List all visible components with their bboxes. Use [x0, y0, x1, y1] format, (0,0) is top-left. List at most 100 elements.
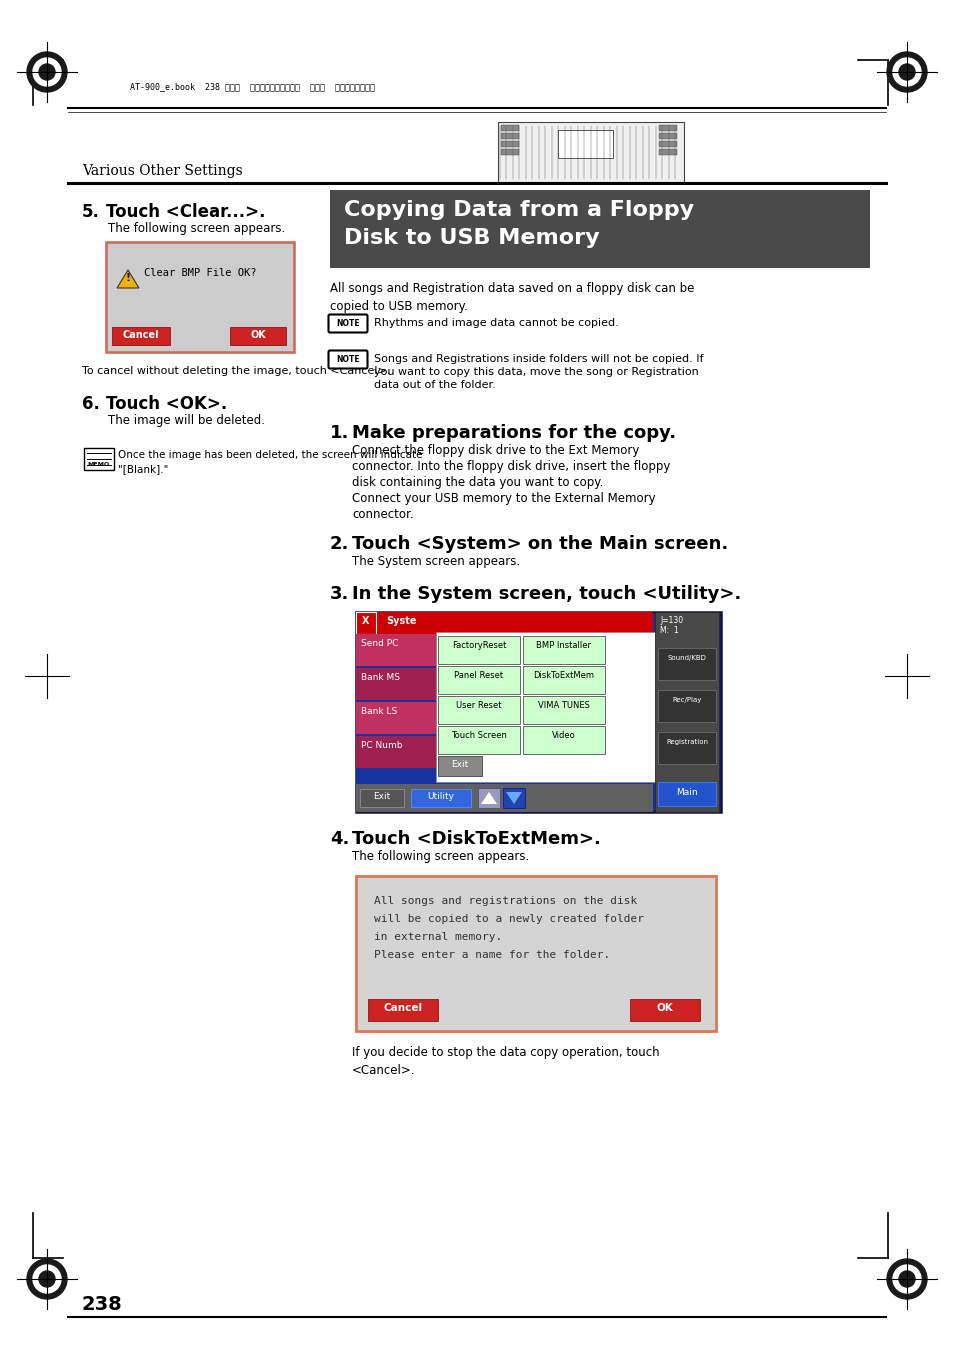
Bar: [355, 612, 375, 634]
Text: Bank MS: Bank MS: [360, 673, 399, 682]
Bar: [522, 666, 604, 694]
Bar: [106, 242, 294, 353]
Text: disk containing the data you want to copy.: disk containing the data you want to cop…: [352, 476, 602, 489]
Text: Please enter a name for the folder.: Please enter a name for the folder.: [374, 950, 610, 961]
Bar: [500, 149, 518, 155]
Bar: [355, 784, 652, 812]
Text: Copying Data from a Floppy: Copying Data from a Floppy: [344, 200, 694, 220]
Bar: [659, 126, 677, 131]
Text: User Reset: User Reset: [456, 701, 501, 711]
Text: Once the image has been deleted, the screen will indicate
"[Blank].": Once the image has been deleted, the scr…: [118, 450, 422, 474]
FancyBboxPatch shape: [328, 315, 367, 332]
Circle shape: [886, 1259, 926, 1300]
Text: Touch <System> on the Main screen.: Touch <System> on the Main screen.: [352, 535, 727, 553]
Bar: [84, 449, 113, 470]
Circle shape: [33, 58, 61, 86]
Circle shape: [886, 51, 926, 92]
Text: !: !: [125, 273, 131, 282]
Text: Syste: Syste: [386, 616, 416, 626]
Bar: [477, 788, 499, 808]
Bar: [659, 149, 677, 155]
Bar: [330, 190, 869, 267]
Text: will be copied to a newly created folder: will be copied to a newly created folder: [374, 915, 643, 924]
Text: Cancel: Cancel: [123, 330, 159, 340]
Text: All songs and Registration data saved on a floppy disk can be
copied to USB memo: All songs and Registration data saved on…: [330, 282, 694, 313]
Text: In the System screen, touch <Utility>.: In the System screen, touch <Utility>.: [352, 585, 740, 603]
Text: Exit: Exit: [373, 792, 390, 801]
Text: If you decide to stop the data copy operation, touch
<Cancel>.: If you decide to stop the data copy oper…: [352, 1046, 659, 1077]
Bar: [655, 612, 719, 812]
Text: To cancel without deleting the image, touch <Cancel>.: To cancel without deleting the image, to…: [82, 366, 390, 376]
Text: M:  1: M: 1: [659, 626, 678, 635]
Bar: [437, 696, 519, 724]
Bar: [112, 327, 170, 345]
Bar: [359, 789, 403, 807]
Circle shape: [892, 58, 920, 86]
Text: in external memory.: in external memory.: [374, 932, 501, 942]
Text: Send PC: Send PC: [360, 639, 398, 648]
Bar: [368, 998, 437, 1021]
Polygon shape: [480, 792, 497, 804]
Bar: [629, 998, 700, 1021]
Text: Utility: Utility: [427, 792, 454, 801]
Text: Rhythms and image data cannot be copied.: Rhythms and image data cannot be copied.: [374, 317, 618, 328]
Bar: [522, 636, 604, 663]
Text: 2.: 2.: [330, 535, 349, 553]
Text: Rec/Play: Rec/Play: [672, 697, 701, 703]
Text: Touch <OK>.: Touch <OK>.: [106, 394, 227, 413]
Circle shape: [33, 1265, 61, 1293]
Text: Video: Video: [552, 731, 576, 740]
Text: Disk to USB Memory: Disk to USB Memory: [344, 228, 599, 249]
Text: Main: Main: [676, 788, 697, 797]
Text: Connect the floppy disk drive to the Ext Memory: Connect the floppy disk drive to the Ext…: [352, 444, 639, 457]
Text: The following screen appears.: The following screen appears.: [108, 222, 285, 235]
Text: NOTE: NOTE: [335, 354, 359, 363]
Text: The following screen appears.: The following screen appears.: [352, 850, 529, 863]
Text: J=130: J=130: [659, 616, 682, 626]
Bar: [355, 736, 436, 767]
Text: Exit: Exit: [451, 761, 468, 769]
Text: PC Numb: PC Numb: [360, 740, 402, 750]
Text: 1.: 1.: [330, 424, 349, 442]
Text: Bank LS: Bank LS: [360, 707, 396, 716]
Text: connector.: connector.: [352, 508, 414, 521]
Text: Registration: Registration: [665, 739, 707, 744]
Text: MEMO: MEMO: [88, 462, 110, 467]
Bar: [500, 126, 518, 131]
Text: All songs and registrations on the disk: All songs and registrations on the disk: [374, 896, 637, 907]
Text: FactoryReset: FactoryReset: [452, 640, 506, 650]
Bar: [411, 789, 471, 807]
Bar: [522, 696, 604, 724]
Bar: [355, 634, 436, 666]
Text: VIMA TUNES: VIMA TUNES: [537, 701, 589, 711]
Bar: [659, 132, 677, 139]
Text: 238: 238: [82, 1296, 123, 1315]
Text: Sound/KBD: Sound/KBD: [667, 655, 706, 661]
Bar: [436, 632, 655, 782]
Polygon shape: [117, 270, 139, 288]
Bar: [500, 141, 518, 147]
Text: 3.: 3.: [330, 585, 349, 603]
Circle shape: [39, 1271, 55, 1288]
Polygon shape: [505, 792, 521, 804]
Text: BMP Installer: BMP Installer: [536, 640, 591, 650]
Bar: [658, 782, 716, 807]
Text: X: X: [362, 616, 370, 626]
Bar: [437, 725, 519, 754]
Text: Songs and Registrations inside folders will not be copied. If
you want to copy t: Songs and Registrations inside folders w…: [374, 354, 702, 390]
Bar: [355, 703, 436, 734]
Bar: [437, 636, 519, 663]
Bar: [355, 612, 436, 812]
Bar: [522, 725, 604, 754]
Text: Touch Screen: Touch Screen: [451, 731, 506, 740]
Bar: [659, 141, 677, 147]
Text: Connect your USB memory to the External Memory: Connect your USB memory to the External …: [352, 492, 655, 505]
Text: DiskToExtMem: DiskToExtMem: [533, 671, 594, 680]
Text: 6.: 6.: [82, 394, 100, 413]
Circle shape: [898, 63, 914, 80]
Circle shape: [39, 63, 55, 80]
Text: Panel Reset: Panel Reset: [454, 671, 503, 680]
Text: Clear BMP File OK?: Clear BMP File OK?: [144, 267, 256, 278]
Text: OK: OK: [656, 1002, 673, 1013]
Text: Various Other Settings: Various Other Settings: [82, 163, 242, 178]
